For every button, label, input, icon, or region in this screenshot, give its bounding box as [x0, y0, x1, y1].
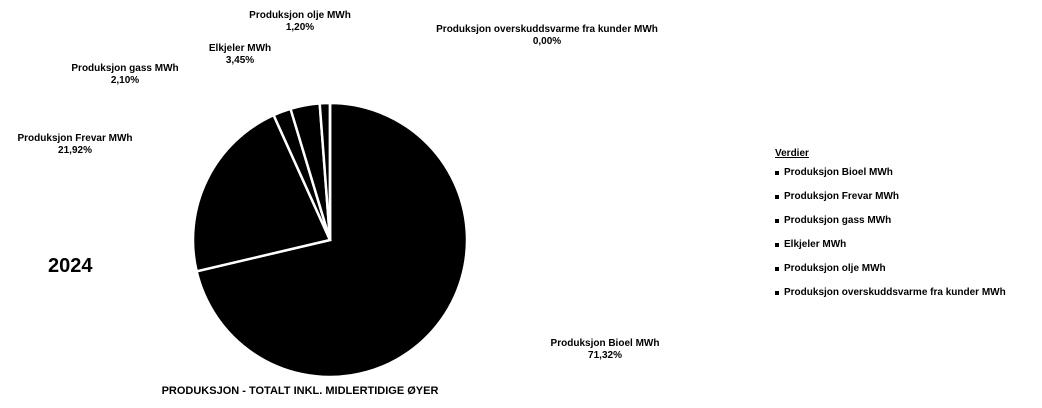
legend-swatch [775, 291, 779, 295]
legend-item: Produksjon gass MWh [775, 215, 1006, 239]
data-label-value: 71,32% [588, 350, 622, 361]
legend-items: Produksjon Bioel MWh Produksjon Frevar MW… [775, 167, 1006, 311]
legend-item: Produksjon overskuddsvarme fra kunder MW… [775, 287, 1006, 311]
legend-item: Elkjeler MWh [775, 239, 1006, 263]
data-label: Produksjon Bioel MWh 71,32% [551, 338, 660, 362]
legend: Verdier Produksjon Bioel MWh Produksjon F… [775, 148, 1006, 311]
legend-swatch [775, 171, 779, 175]
data-label-value: 21,92% [58, 145, 92, 156]
data-label-name: Elkjeler MWh [208, 43, 272, 54]
legend-swatch [775, 219, 779, 223]
legend-item: Produksjon Bioel MWh [775, 167, 1006, 191]
data-label: Produksjon Frevar MWh 21,92% [17, 133, 132, 157]
data-label: Elkjeler MWh 3,45% [209, 43, 271, 67]
data-label: Produksjon overskuddsvarme fra kunder MW… [427, 24, 667, 48]
legend-swatch [775, 267, 779, 271]
data-label-name: Produksjon overskuddsvarme fra kunder MW… [436, 24, 658, 35]
pie-slice [191, 113, 332, 273]
legend-label: Produksjon Frevar MWh [784, 191, 900, 202]
data-label: Produksjon gass MWh 2,10% [71, 63, 178, 87]
legend-swatch [775, 243, 779, 247]
data-label-value: 3,45% [225, 55, 255, 66]
chart-title: PRODUKSJON - TOTALT INKL. MIDLERTIDIGE Ø… [161, 385, 439, 397]
data-label-value: 2,10% [110, 75, 140, 86]
legend-item: Produksjon Frevar MWh [775, 191, 1006, 215]
legend-item: Produksjon olje MWh [775, 263, 1006, 287]
data-label-name: Produksjon gass MWh [71, 63, 179, 74]
data-label-value: 1,20% [285, 22, 315, 33]
data-label-name: Produksjon Frevar MWh [17, 133, 133, 144]
data-label-value: 0,00% [532, 36, 562, 47]
legend-swatch [775, 195, 779, 199]
legend-title: Verdier [775, 148, 809, 159]
legend-label: Produksjon olje MWh [784, 263, 886, 274]
annotation: 2024 [48, 255, 93, 277]
data-label-name: Produksjon olje MWh [249, 10, 351, 21]
data-label-name: Produksjon Bioel MWh [550, 338, 660, 349]
legend-label: Produksjon Bioel MWh [784, 167, 893, 178]
data-label: Produksjon olje MWh 1,20% [249, 10, 351, 34]
legend-label: Produksjon overskuddsvarme fra kunder MW… [784, 287, 1006, 298]
pie-slice [195, 101, 469, 379]
legend-label: Produksjon gass MWh [784, 215, 892, 226]
legend-label: Elkjeler MWh [784, 239, 847, 250]
